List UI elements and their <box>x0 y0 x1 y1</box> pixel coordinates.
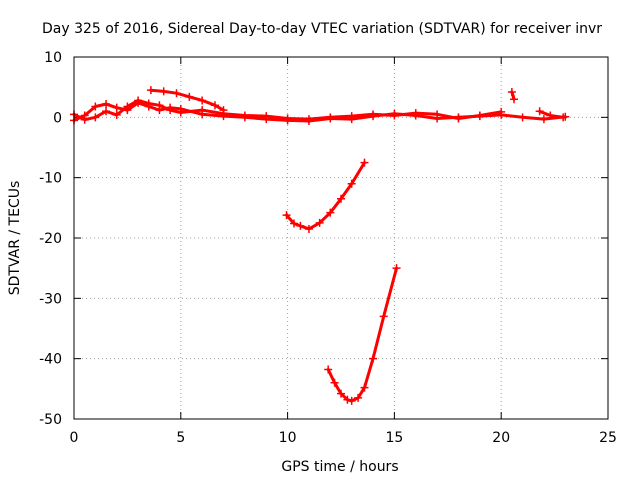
data-point <box>219 106 228 115</box>
data-point <box>360 383 369 392</box>
data-point <box>411 109 420 118</box>
data-point <box>210 101 219 110</box>
data-point <box>535 107 544 116</box>
y-tick-label: -40 <box>39 352 62 368</box>
data-point <box>146 86 155 95</box>
data-point <box>392 264 401 273</box>
series-line <box>285 161 366 231</box>
series-baseline-b <box>70 96 506 124</box>
data-point <box>559 113 568 122</box>
data-point <box>290 219 299 228</box>
plot-frame <box>73 56 609 420</box>
series-tail-segment <box>535 107 568 122</box>
data-point <box>369 354 378 363</box>
data-point <box>185 92 194 101</box>
data-point <box>330 378 339 387</box>
data-point <box>326 208 335 217</box>
y-tick-label: 10 <box>44 50 62 66</box>
data-point <box>102 100 111 109</box>
data-point <box>144 99 153 108</box>
data-point <box>159 87 168 96</box>
data-point <box>510 95 519 104</box>
data-point <box>304 115 313 124</box>
data-point <box>134 96 143 105</box>
series-line <box>538 109 565 119</box>
data-point <box>369 110 378 119</box>
data-point <box>155 101 164 110</box>
data-point <box>347 396 356 405</box>
series-short-segment <box>507 87 519 104</box>
data-point <box>296 221 305 230</box>
y-tick-label: 0 <box>53 110 62 126</box>
data-point <box>390 111 399 120</box>
series-dip-b <box>324 264 401 405</box>
series-line <box>326 266 398 403</box>
data-point <box>172 89 181 98</box>
data-point <box>198 106 207 115</box>
data-point <box>326 113 335 122</box>
x-tick-label: 25 <box>599 430 617 446</box>
x-tick-label: 10 <box>279 430 297 446</box>
data-point <box>112 103 121 112</box>
data-point <box>433 110 442 119</box>
x-tick-label: 5 <box>176 430 185 446</box>
y-axis-label: SDTVAR / TECUs <box>7 181 23 296</box>
data-point <box>91 113 100 122</box>
y-tick-label: -30 <box>39 291 62 307</box>
data-point <box>240 111 249 120</box>
grid <box>74 57 608 419</box>
y-tick-label: -20 <box>39 231 62 247</box>
data-point <box>507 87 516 96</box>
data-point <box>454 114 463 123</box>
data-point <box>198 96 207 105</box>
chart-title: Day 325 of 2016, Sidereal Day-to-day VTE… <box>42 21 602 37</box>
data-point <box>315 218 324 227</box>
data-point <box>282 211 291 220</box>
data-point <box>112 110 121 119</box>
data-point <box>337 389 345 398</box>
data-point <box>80 115 89 124</box>
data-point <box>91 102 100 111</box>
x-tick-label: 20 <box>492 430 510 446</box>
y-tick-label: -50 <box>39 412 62 428</box>
data-point <box>176 108 185 117</box>
x-tick-label: 0 <box>70 430 79 446</box>
data-point <box>539 115 548 124</box>
data-point <box>347 112 356 121</box>
data-point <box>262 112 271 121</box>
data-point <box>379 312 388 321</box>
data-point <box>360 158 369 167</box>
data-point <box>354 393 363 402</box>
data-series <box>70 86 570 405</box>
data-point <box>304 224 313 233</box>
data-point <box>546 111 555 120</box>
data-point <box>518 113 527 122</box>
series-dip-a <box>282 158 369 233</box>
data-point <box>166 106 175 115</box>
series-arc-upper <box>146 86 228 115</box>
data-point <box>337 194 345 203</box>
x-axis-label: GPS time / hours <box>281 459 398 475</box>
data-point <box>324 365 333 374</box>
data-point <box>475 111 484 120</box>
data-point <box>102 107 111 116</box>
data-point <box>497 107 506 116</box>
data-point <box>347 179 356 188</box>
data-point <box>283 114 292 123</box>
data-point <box>343 395 352 404</box>
y-tick-label: -10 <box>39 171 62 187</box>
data-point <box>123 102 132 111</box>
x-tick-label: 15 <box>385 430 403 446</box>
